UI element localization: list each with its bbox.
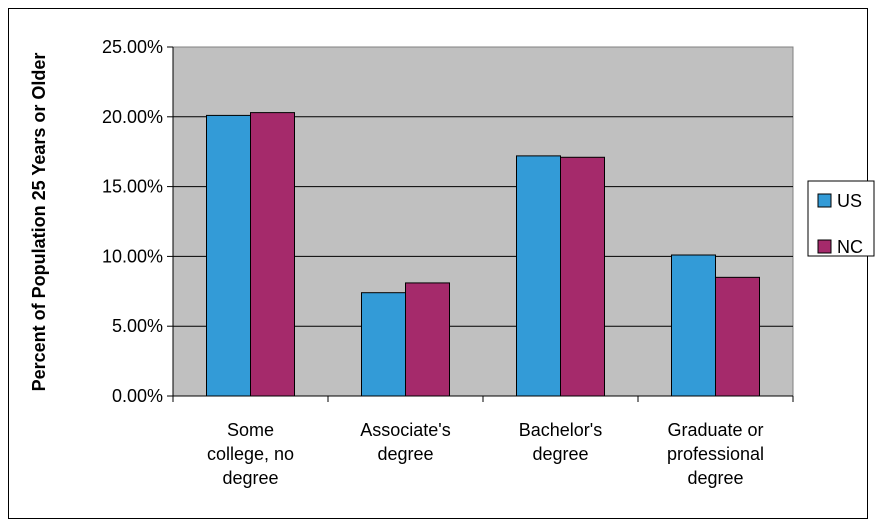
legend-label-nc: NC <box>837 237 863 257</box>
x-category-label: Some college, no degree <box>207 420 294 488</box>
bars <box>206 112 760 397</box>
bar-nc <box>715 276 760 397</box>
bar-us <box>671 254 716 397</box>
legend-swatch-nc <box>817 239 832 254</box>
legend-label-us: US <box>837 191 862 211</box>
bar-nc <box>560 156 605 397</box>
legend-swatch-us <box>817 193 832 208</box>
y-tick-label: 0.00% <box>112 386 163 406</box>
bar-us <box>361 292 406 397</box>
bar-nc <box>250 112 295 397</box>
y-tick-label: 10.00% <box>102 246 163 266</box>
x-category-label: Associate's degree <box>360 420 450 464</box>
bar-nc <box>405 282 450 397</box>
y-tick-label: 15.00% <box>102 177 163 197</box>
y-tick-labels: 0.00% 5.00% 10.00% 15.00% 20.00% 25.00% <box>102 37 163 406</box>
x-category-label: Graduate or professional degree <box>667 420 764 488</box>
y-axis-title: Percent of Population 25 Years or Older <box>29 53 49 392</box>
y-tick-label: 5.00% <box>112 316 163 336</box>
legend: US NC <box>807 180 875 257</box>
y-tick-label: 25.00% <box>102 37 163 57</box>
axes <box>167 46 794 402</box>
x-category-labels: Some college, no degree Associate's degree Ba… <box>207 420 764 488</box>
x-category-label: Bachelor's degree <box>519 420 602 464</box>
bar-us <box>206 114 251 397</box>
bar-us <box>516 155 561 397</box>
y-tick-label: 20.00% <box>102 107 163 127</box>
